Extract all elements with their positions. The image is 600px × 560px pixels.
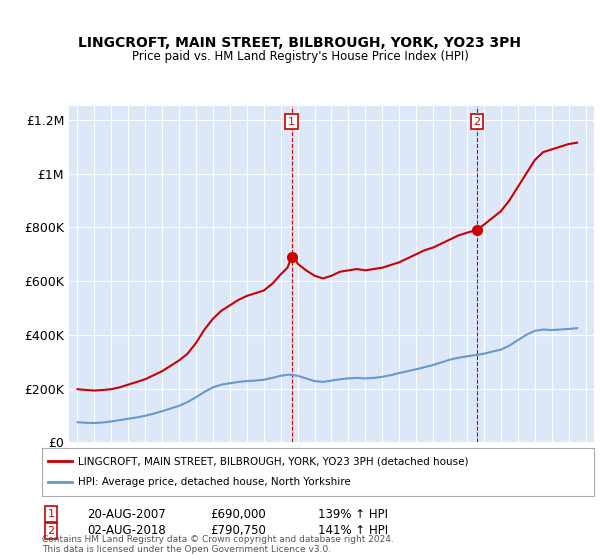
- Text: Price paid vs. HM Land Registry's House Price Index (HPI): Price paid vs. HM Land Registry's House …: [131, 50, 469, 63]
- Text: £790,750: £790,750: [210, 524, 266, 538]
- Text: 02-AUG-2018: 02-AUG-2018: [87, 524, 166, 538]
- Text: 1: 1: [288, 116, 295, 127]
- Text: 2: 2: [473, 116, 481, 127]
- Text: HPI: Average price, detached house, North Yorkshire: HPI: Average price, detached house, Nort…: [78, 477, 350, 487]
- Text: Contains HM Land Registry data © Crown copyright and database right 2024.
This d: Contains HM Land Registry data © Crown c…: [42, 535, 394, 554]
- Text: LINGCROFT, MAIN STREET, BILBROUGH, YORK, YO23 3PH: LINGCROFT, MAIN STREET, BILBROUGH, YORK,…: [79, 36, 521, 50]
- Text: 1: 1: [47, 509, 55, 519]
- Text: 141% ↑ HPI: 141% ↑ HPI: [318, 524, 388, 538]
- Text: 139% ↑ HPI: 139% ↑ HPI: [318, 507, 388, 521]
- Text: 2: 2: [47, 526, 55, 536]
- Text: LINGCROFT, MAIN STREET, BILBROUGH, YORK, YO23 3PH (detached house): LINGCROFT, MAIN STREET, BILBROUGH, YORK,…: [78, 456, 469, 466]
- Text: 20-AUG-2007: 20-AUG-2007: [87, 507, 166, 521]
- Text: £690,000: £690,000: [210, 507, 266, 521]
